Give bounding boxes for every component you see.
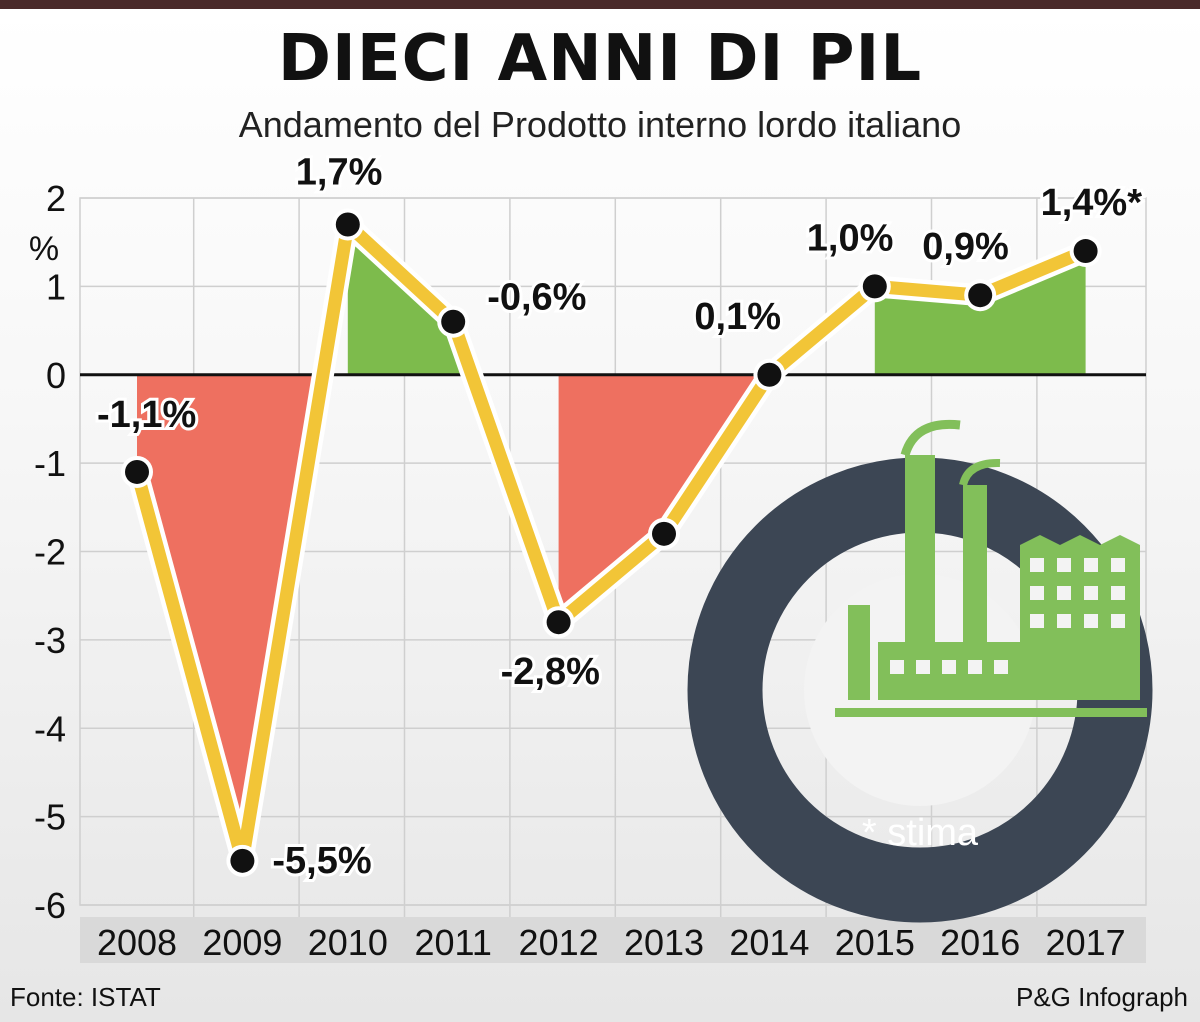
x-tick-labels: 2008 2009 2010 2011 2012 2013 2014 2015 2016 2017 [97,922,1126,963]
factory-window [1111,586,1125,600]
x-axis-band [80,917,1146,963]
factory-window [1084,586,1098,600]
data-label: 0,9% [922,226,1009,268]
data-label: -5,5% [272,840,371,882]
data-point [546,610,571,635]
data-label: -1,1% [97,394,196,436]
data-point [441,309,466,334]
x-tick-label: 2009 [202,922,282,963]
y-tick-label: -6 [34,885,66,926]
x-tick-label: 2013 [624,922,704,963]
data-labels: -1,1% -5,5% 1,7% -0,6% -2,8% 0,1% 1,0% 0,9% 1,4%… [94,149,1145,885]
data-point [230,848,255,873]
data-label: 1,0% [807,217,894,259]
x-tick-label: 2014 [729,922,809,963]
series-line [130,218,1093,868]
factory-window [1030,614,1044,628]
x-tick-label: 2011 [414,922,491,963]
factory-window [1084,558,1098,572]
factory-window [1111,614,1125,628]
x-tick-label: 2010 [308,922,388,963]
negative-area [137,374,323,861]
y-tick-label: 0 [46,355,66,396]
x-tick-label: 2015 [835,922,915,963]
factory-window [1057,614,1071,628]
x-tick-label: 2017 [1046,922,1126,963]
factory-smoke [900,419,961,457]
factory-tank [848,605,870,700]
data-label: 0,1% [694,296,781,338]
x-tick-label: 2016 [940,922,1020,963]
factory-window [916,660,930,674]
y-tick-label: 1 [46,266,66,307]
factory-ground [835,708,1147,717]
y-tick-labels: 2 1 0 -1 -2 -3 -4 -5 -6 [34,178,66,926]
factory-building [1020,535,1140,700]
x-axis-band-rect [80,917,1146,963]
y-tick-label: -4 [34,708,66,749]
series-line [126,213,1097,872]
factory-window [1030,586,1044,600]
top-rule [0,0,1200,9]
factory-chimney [963,485,987,645]
data-point [968,283,993,308]
factory-window [942,660,956,674]
factory-window [1057,586,1071,600]
chart-subtitle: Andamento del Prodotto interno lordo ita… [238,104,962,145]
y-tick-label: 2 [46,178,66,219]
x-tick-label: 2008 [97,922,177,963]
y-tick-label: -5 [34,797,66,838]
data-point [757,362,782,387]
data-point [1073,239,1098,264]
y-tick-label: -2 [34,532,66,573]
source-note: Fonte: ISTAT [10,982,161,1012]
y-axis-label: % [29,230,59,268]
data-label: -0,6% [487,277,586,319]
y-tick-label: -3 [34,620,66,661]
factory-smoke [959,458,1001,487]
data-points [121,208,1102,877]
data-label: 1,4%* [1041,182,1143,224]
footnote-stima: * stima [862,812,979,854]
y-axis-unit-label: % [29,230,59,268]
data-point [652,521,676,546]
factory-window [1057,558,1071,572]
data-point [862,274,887,299]
factory-icon [835,419,1147,717]
factory-window [1084,614,1098,628]
data-label: 1,7% [296,152,383,194]
factory-chimney [905,455,935,645]
gear-factory-illustration [687,419,1153,923]
x-tick-label: 2012 [519,922,599,963]
factory-window [1111,558,1125,572]
data-point [335,212,360,237]
annotation: * stima [862,812,979,854]
factory-window [1030,558,1044,572]
data-point [125,459,149,484]
chart-title: DIECI ANNI DI PIL [277,22,923,96]
factory-window [890,660,904,674]
y-tick-label: -1 [34,443,66,484]
factory-window [968,660,982,674]
credit-note: P&G Infograph [1016,982,1188,1012]
data-label: -2,8% [501,651,600,693]
factory-window [994,660,1008,674]
